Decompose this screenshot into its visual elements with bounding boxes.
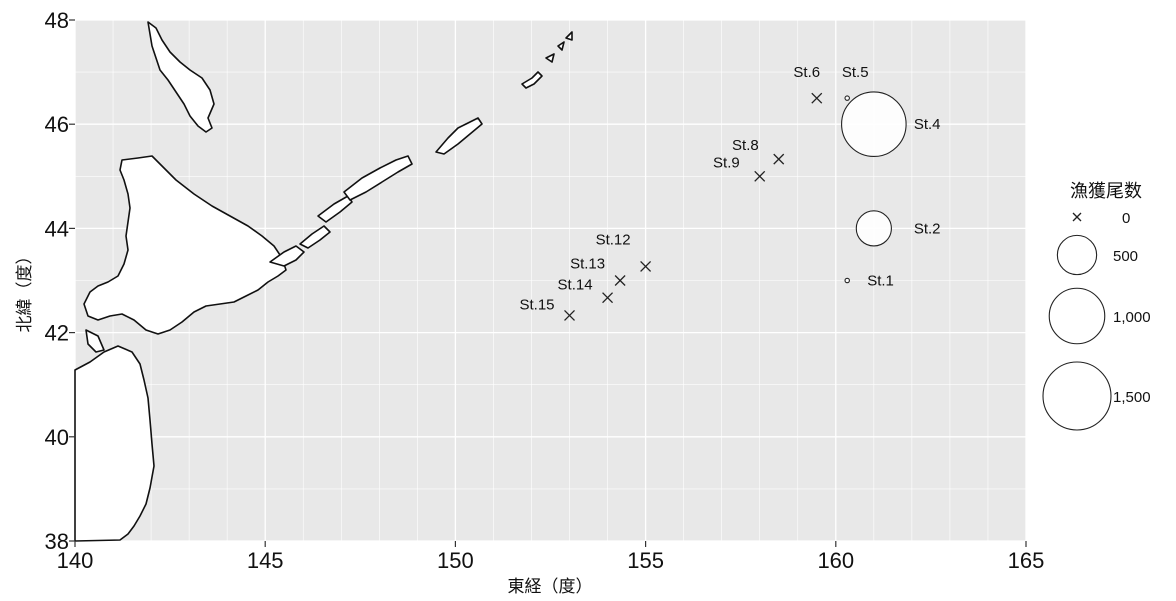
- station-label-st-14: St.14: [558, 277, 593, 294]
- legend-label: 1,000: [1113, 309, 1151, 326]
- x-tick-label: 165: [1008, 548, 1045, 573]
- station-label-st-4: St.4: [914, 116, 941, 133]
- station-label-st-1: St.1: [867, 273, 894, 290]
- station-marker-st-5: [844, 95, 850, 101]
- station-marker-st-4: [841, 91, 907, 158]
- station-marker-st-8: [773, 153, 785, 165]
- y-tick-label: 48: [45, 8, 69, 33]
- station-markers: St.1 St.2 St.4 St.5 St.6 St.8St.9 St.12 St.13 St…: [519, 64, 941, 321]
- x-tick-label: 145: [247, 548, 284, 573]
- station-label-st-6: St.6: [793, 64, 820, 81]
- station-label-st-15: St.15: [519, 296, 554, 313]
- coastline: [74, 21, 573, 542]
- y-tick-label: 40: [45, 425, 69, 450]
- y-tick-label: 44: [45, 216, 69, 241]
- x-tick-label: 140: [57, 548, 94, 573]
- station-marker-st-9: [754, 170, 766, 182]
- station-label-st-12: St.12: [596, 231, 631, 248]
- honshu-landmass: [74, 345, 155, 542]
- legend-title: 漁獲尾数: [1070, 181, 1142, 202]
- legend-key-1500: [1042, 361, 1112, 431]
- kuril-islands: [269, 245, 305, 267]
- station-marker-st-1: [844, 277, 850, 284]
- axes: 140 145 150 155 160 165 38 40 42 44 46 48: [45, 8, 1045, 573]
- station-label-st-5: St.5: [842, 64, 869, 81]
- station-label-st-2: St.2: [914, 220, 941, 237]
- x-axis-title: 東経（度）: [508, 577, 593, 597]
- legend-key-0: [1072, 212, 1082, 222]
- station-label-st-9: St.9: [713, 154, 740, 171]
- legend-label: 0: [1122, 210, 1130, 227]
- y-axis-title: 北緯（度）: [15, 248, 35, 333]
- station-marker-st-6: [811, 92, 823, 104]
- station-label-st-13: St.13: [570, 256, 605, 273]
- y-tick-label: 42: [45, 321, 69, 346]
- station-marker-st-13: [614, 275, 626, 286]
- hokkaido-landmass: [147, 21, 215, 133]
- station-label-st-8: St.8: [732, 137, 759, 154]
- legend-label: 500: [1113, 248, 1138, 265]
- station-marker-st-15: [564, 309, 575, 321]
- x-tick-label: 155: [627, 548, 664, 573]
- size-legend: 漁獲尾数 0 500 1,000 1,500: [1042, 181, 1151, 431]
- legend-label: 1,500: [1113, 389, 1151, 406]
- x-tick-label: 160: [817, 548, 854, 573]
- y-tick-label: 38: [45, 529, 69, 554]
- station-marker-st-2: [855, 210, 892, 247]
- legend-key-1000: [1048, 287, 1106, 345]
- legend-key-500: [1056, 234, 1098, 276]
- x-tick-label: 150: [437, 548, 474, 573]
- station-marker-st-14: [602, 292, 614, 304]
- station-marker-st-12: [640, 260, 652, 272]
- y-tick-label: 46: [45, 112, 69, 137]
